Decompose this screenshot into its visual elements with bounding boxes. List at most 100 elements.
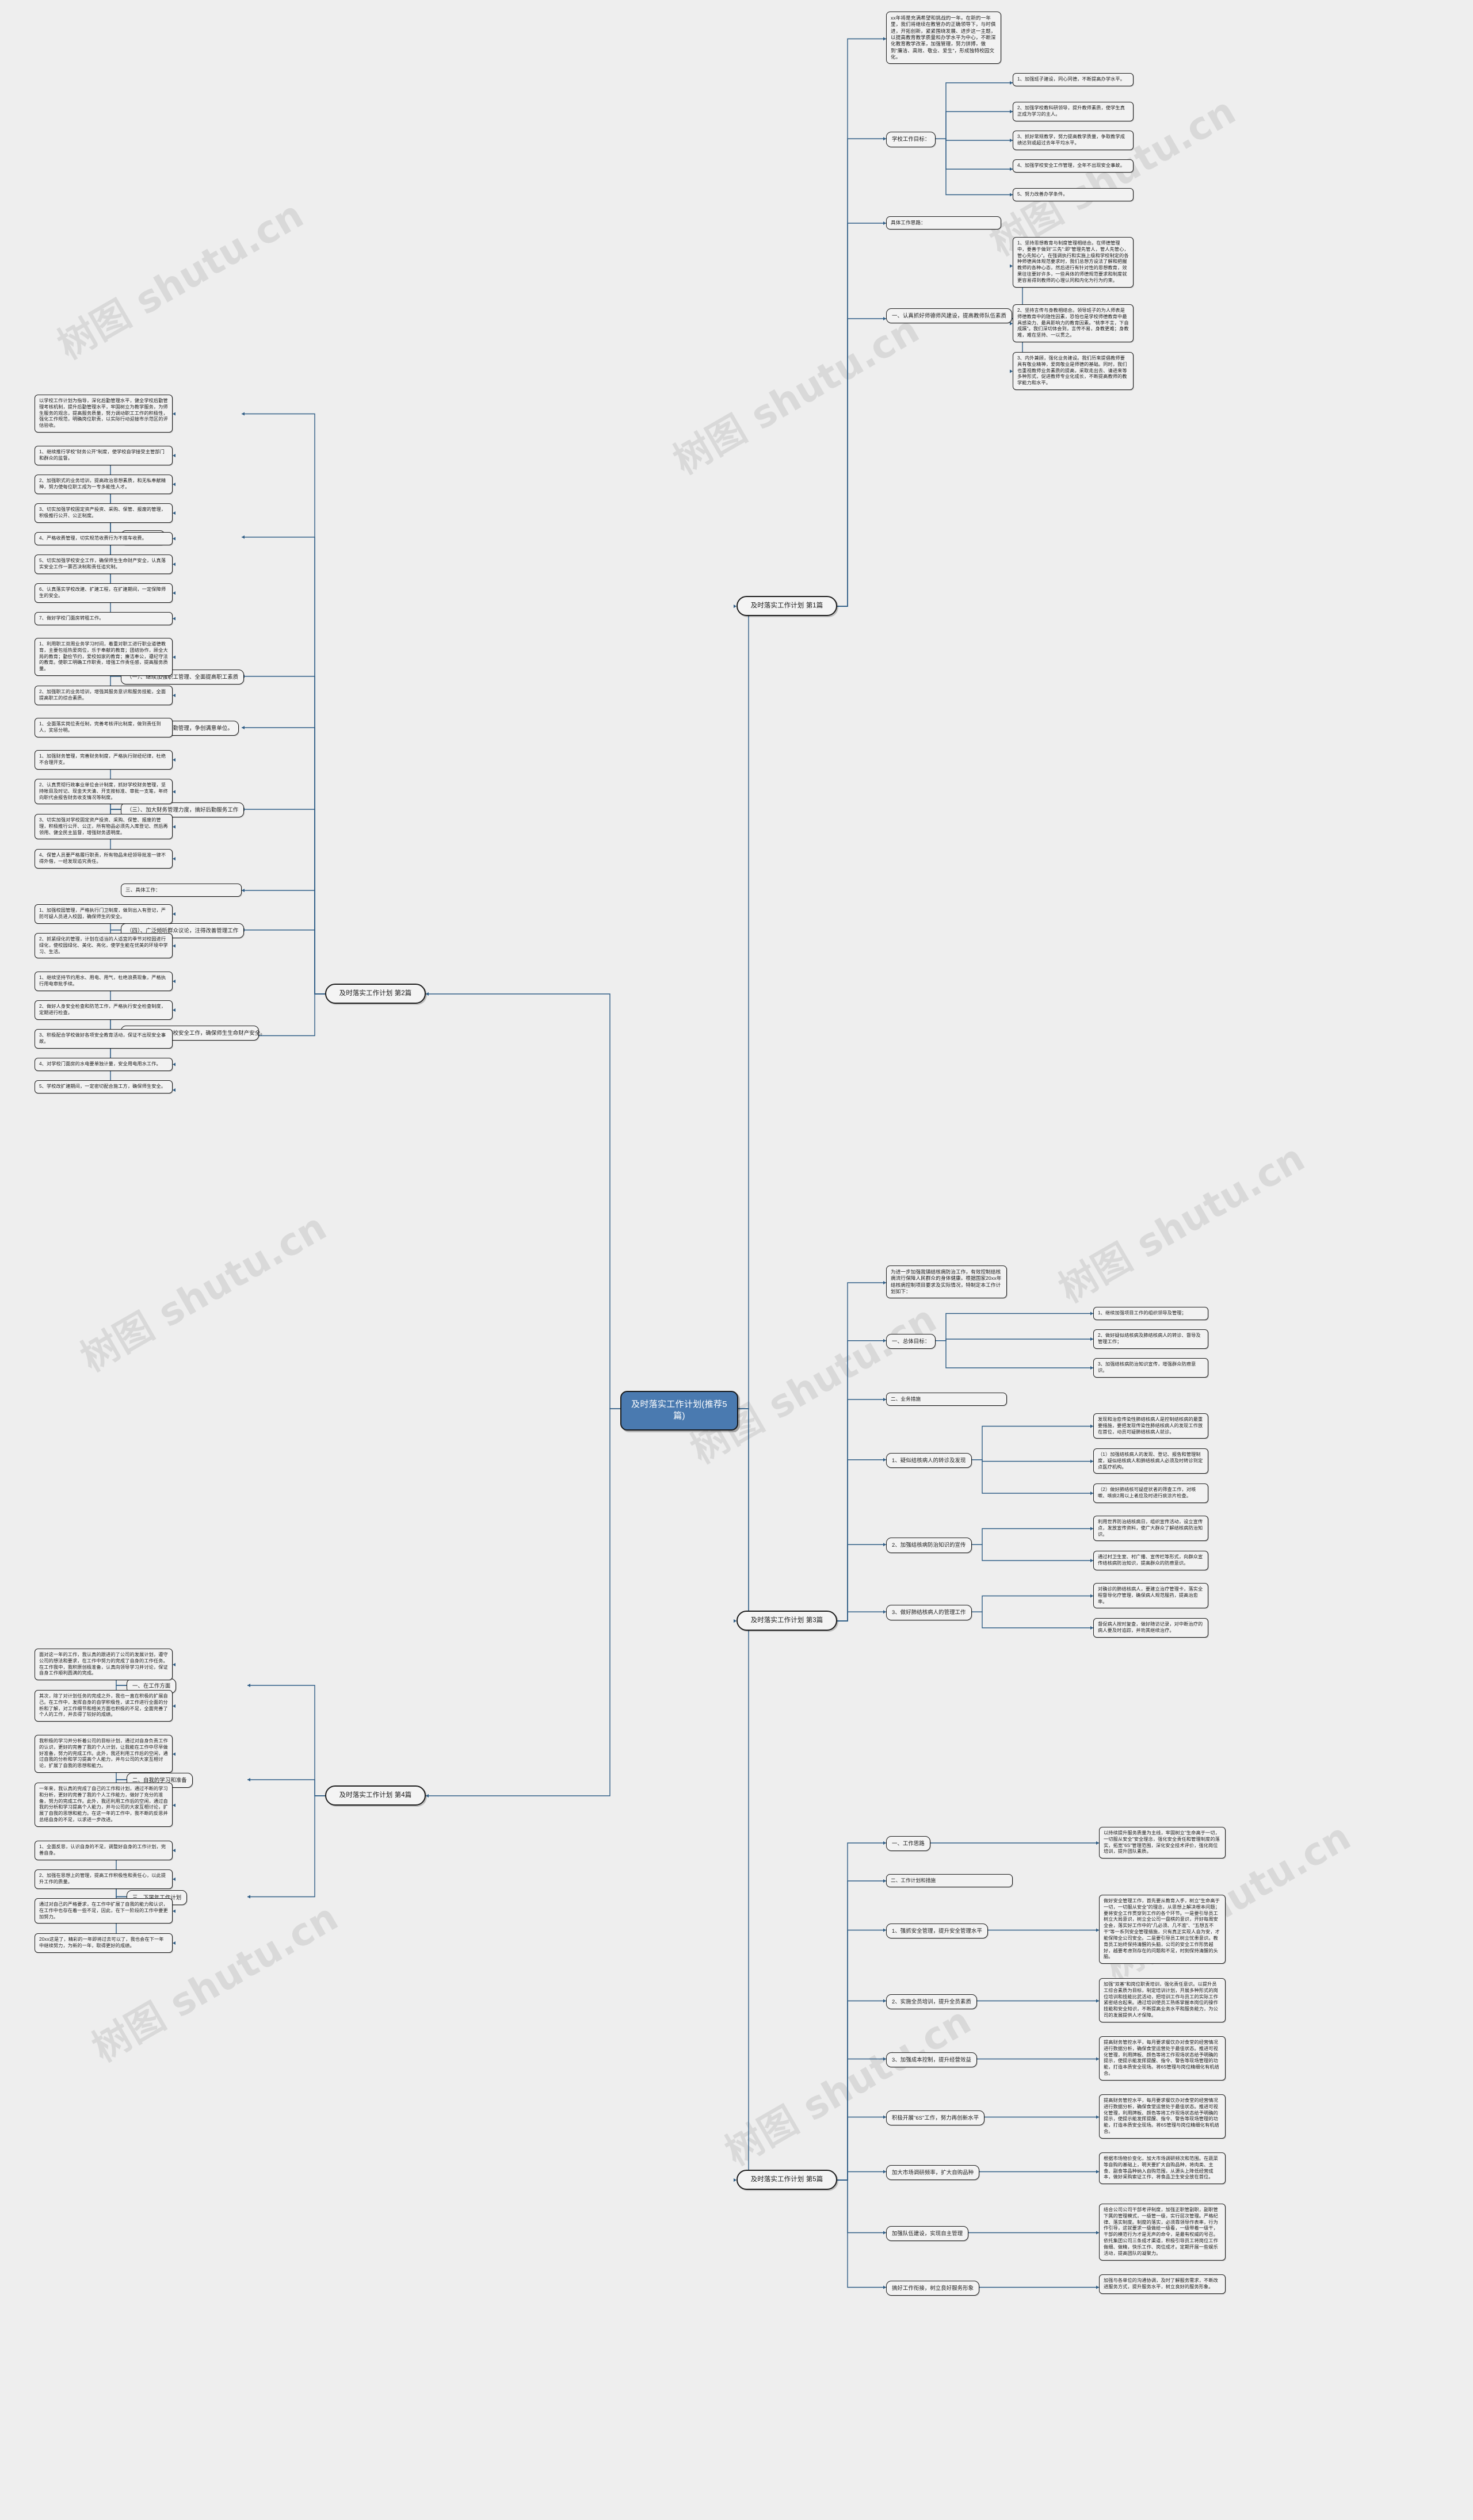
node-p5-4-0[interactable]: 提高财务管控水平，每月要求餐饮办对食堂的经营情况进行数据分析，确保食堂运营处于最… [1099,2036,1226,2081]
node-p2-2-1[interactable]: 2、加强职工的业务培训，增强其服务意识和服务技能，全面提高职工的综合素质。 [35,686,173,705]
node-p1-0-label: xx年将是充满希望和挑战的一年。在新的一年里，我们将继续在教管办的正确领导下，与… [891,15,996,60]
node-p2-6-label: （四）、广泛倾听群众议论，注得改善管理工作 [127,927,239,934]
node-p2-6-0[interactable]: 1、加强校园管理，严格执行门卫制度，做到出入有登记，严防可疑人员进入校园，确保师… [35,904,173,924]
node-p4-2-2[interactable]: 通过对自己的严格要求，在工作中扩展了自我的能力和认识，在工作中也存在着一些不足，… [35,1898,173,1924]
node-p4-0-0[interactable]: 面对这一年的工作，我认真的跟进的了公司的发展计划，遵守公司的想法和要求，在工作中… [35,1649,173,1681]
node-p5-6[interactable]: 加大市场调研频率，扩大自购品种 [886,2165,980,2180]
node-p4-0-1[interactable]: 其次，除了对计划任务的完成之外，我也一直在积极的扩展自己。在工作中，发挥自身的自… [35,1690,173,1722]
node-p2-4-1[interactable]: 2、认真贯彻行政事业单位会计制度，抓好学校财务管理，坚持帐目及时记、现金天天清、… [35,779,173,805]
node-p3-5-0[interactable]: 对确诊的肺结核病人，要建立治疗管理卡，落实全程督导化疗管理，确保病人规范服药，提… [1093,1583,1208,1609]
node-p2-0-0[interactable]: 以学校工作计划为指导，深化后勤管理水平，健全学校后勤管理考核机制，提升后勤管理水… [35,395,173,433]
node-p2-1-1[interactable]: 2、加强职式的业务培训，提高政治思想素质，和无私奉献精神，努力使每位职工成为一专… [35,475,173,494]
node-p5-4[interactable]: 3、加强成本控制，提升经营效益 [886,2052,977,2067]
node-p2-7-1[interactable]: 2、做好人身安全检查和防范工作，严格执行安全检查制度，定期进行检查。 [35,1000,173,1020]
node-p5-8-label: 搞好工作衔接，树立良好服务形象 [892,2284,974,2291]
node-p2-1-3[interactable]: 4、严格收费管理，切实规范收费行为不搭车收费。 [35,532,173,545]
node-p4-2-3-label: 20xx这是了，精彩的一年即将过去可以了，我也会在下一年中继续努力，为新的一年，… [39,1937,164,1948]
node-p3-1-2[interactable]: 3、加强结核病防治知识宣传，增强群众防痨意识。 [1093,1358,1208,1378]
node-p5-5[interactable]: 积极开展"6S"工作，努力再创新水平 [886,2110,985,2125]
node-p5-2-0[interactable]: 做好安全管理工作，首先要从教育入手，树立"生命高于一切，一切服从安全"的理念，从… [1099,1895,1226,1964]
node-p3-3-1[interactable]: （1）加强结核病人的发现、登记、报告和管理制度，疑似结核病人和肺结核病人必须及时… [1093,1448,1208,1474]
node-p5-7[interactable]: 加强队伍建设，实现自主管理 [886,2225,969,2241]
node-p5-8[interactable]: 搞好工作衔接，树立良好服务形象 [886,2280,980,2296]
node-p3-3-0[interactable]: 发现和治愈传染性肺结核病人是控制结核病的最重要措施，要把发现传染性肺结核病人的发… [1093,1413,1208,1439]
node-p1-3-2[interactable]: 3、内外兼顾，强化业务建设。我们历来提倡教师要具有敬业精神，爱岗敬业是师德的基础… [1013,352,1134,391]
node-p5-2[interactable]: 1、强抓安全管理，提升安全管理水平 [886,1923,988,1938]
node-p2-7-3-label: 4、对学校门面房的水电要单独计量，安全用电用水工作。 [39,1061,161,1066]
node-p2-2-0[interactable]: 1、利用职工双周业务学习时间，着重对职工进行职业道德教育，主要包括热爱岗位，乐于… [35,638,173,676]
node-p2-3-0[interactable]: 1、全面落实岗位责任制，完善考核评比制度，做到责任到人，奖惩分明。 [35,718,173,737]
node-p1-1-3[interactable]: 4、加强学校安全工作管理，全年不出现安全事故。 [1013,159,1134,173]
node-p1-3-0[interactable]: 1、坚持思想教育与制度管理相结合。在师德管理中，要善于做到"三先":即"管理先管… [1013,237,1134,288]
node-p2-4-0[interactable]: 1、加强财务管理，完善财务制度，严格执行财经纪律，杜绝不合理开支。 [35,750,173,770]
node-p5-0[interactable]: 一、工作思路 [886,1836,930,1852]
node-p1-1-1[interactable]: 2、加强学校教科研领导，提升教师素质，使学生真正成为学习的主人。 [1013,102,1134,121]
node-p2-7-3[interactable]: 4、对学校门面房的水电要单独计量，安全用电用水工作。 [35,1058,173,1071]
node-p3-4-1[interactable]: 通过村卫生室、村广播、宣传栏等形式，向群众宣传结核病防治知识，提高群众的防痨意识… [1093,1551,1208,1570]
node-p1-3-1-label: 2、坚持言传与身教相结合。领导班子的为人师表是师德教育中的隐性因素，恐怕也是学校… [1017,308,1129,338]
node-p5-1[interactable]: 二、工作计划和措施 [886,1874,1013,1888]
node-p5-6-0[interactable]: 根据市场物价变化，加大市场调研频次和范围。在蔬菜等自购的基础上，明天要扩大自购品… [1099,2152,1226,2185]
node-p5-5-0-label: 提高财务管控水平，每月要求餐饮办对食堂的经营情况进行数据分析，确保食堂运营处于最… [1104,2098,1219,2135]
root-node[interactable]: 及时落实工作计划(推荐5篇) [620,1391,738,1431]
node-p2-7-4[interactable]: 5、学校改扩建期间，一定密切配合施工方，确保师生安全。 [35,1080,173,1093]
node-p4-2-1[interactable]: 2、加强在思想上的管理，提高工作积极性和责任心，以此提升工作的质量。 [35,1869,173,1889]
node-p5-0-0[interactable]: 以持续提升服务质量为主线，牢固树立"生命高于一切，一切服从安全"安全理念，强化安… [1099,1827,1226,1859]
node-p2-1-0[interactable]: 1、继续推行学校"财务公开"制度，使学校自学接受主管部门和群众的监督。 [35,446,173,465]
node-p5-5-0[interactable]: 提高财务管控水平，每月要求餐饮办对食堂的经营情况进行数据分析，确保食堂运营处于最… [1099,2094,1226,2139]
node-p5-8-0[interactable]: 加强与各单位的沟通协调，及时了解服务需求，不断改进服务方式，提升服务水平，树立良… [1099,2274,1226,2294]
branch-node-p4[interactable]: 及时落实工作计划 第4篇 [325,1785,426,1806]
node-p1-3-0-label: 1、坚持思想教育与制度管理相结合。在师德管理中，要善于做到"三先":即"管理先管… [1017,240,1129,283]
node-p2-1-6[interactable]: 7、做好学校门面房转租工作。 [35,612,173,625]
node-p2-6[interactable]: （四）、广泛倾听群众议论，注得改善管理工作 [121,923,245,939]
node-p5-3[interactable]: 2、实施全员培训，提升全员素质 [886,1994,977,2009]
node-p2-7-0[interactable]: 1、继续坚持节约用水、用电、用气，杜绝浪费现象，严格执行用电审批手续。 [35,972,173,991]
node-p3-2[interactable]: 二、业务措施 [886,1393,1007,1406]
node-p3-1-2-label: 3、加强结核病防治知识宣传，增强群众防痨意识。 [1098,1362,1196,1373]
node-p2-1-5[interactable]: 6、认真落实学校改建、扩建工程，在扩建期间，一定保障师生的安全。 [35,583,173,603]
node-p5-7-0[interactable]: 结合公司公司干部考评制度，加强正职管副职，副职管下属的管理模式，一级管一级，实行… [1099,2204,1226,2261]
node-p3-1-0[interactable]: 1、继续加强项目工作的组织领导及管理； [1093,1307,1208,1320]
node-p1-1-0[interactable]: 1、加强班子建设，同心同德，不断提高办学水平。 [1013,73,1134,86]
node-p3-3-2[interactable]: （2）做好肺结核可疑症状者的筛查工作，对咳嗽、咳痰2周以上者应及时进行痰涂片检查… [1093,1483,1208,1503]
node-p1-1[interactable]: 学校工作目标： [886,132,936,147]
node-p4-2-0[interactable]: 1、全面反思，认识自身的不足，调整好自身的工作计划，完善自身。 [35,1841,173,1860]
branch-node-p3[interactable]: 及时落实工作计划 第3篇 [736,1611,837,1631]
node-p2-5[interactable]: 三、具体工作： [121,884,242,897]
node-p4-1-1[interactable]: 一年来，我认真的完成了自己的工作和计划，通过不断的学习和分析，更好的完善了我的个… [35,1783,173,1827]
node-p2-4-3[interactable]: 4、保管人员要严格履行职责，所有物品未经领导批准一律不得外借，一经发现追究责任。 [35,849,173,869]
node-p2-1-4[interactable]: 5、切实加强学校安全工作，确保师生生命财产安全，认真落实安全工作一票否决制和责任… [35,555,173,574]
branch-node-p5[interactable]: 及时落实工作计划 第5篇 [736,2170,837,2190]
node-p3-3[interactable]: 1、疑似结核病人的转诊及发现 [886,1452,972,1469]
node-p1-1-2[interactable]: 3、抓好常规教学，努力提高教学质量，争取教学成绩达到或超过去年平均水平。 [1013,131,1134,150]
node-p3-5[interactable]: 3、做好肺结核病人的管理工作 [886,1605,972,1620]
node-p5-0-label: 一、工作思路 [892,1840,925,1846]
branch-node-p2[interactable]: 及时落实工作计划 第2篇 [325,984,426,1004]
node-p2-7-2[interactable]: 3、积极配合学校做好各项安全教育活动，保证不出现安全事故。 [35,1029,173,1049]
node-p1-2[interactable]: 具体工作思路： [886,216,1001,230]
node-p1-3[interactable]: 一、认真抓好师德师风建设，提高教师队伍素质 [886,308,1012,324]
node-p2-6-1[interactable]: 2、抓紧绿化的管理，计划在适当的人适宜的季节对校园进行绿化，使校园绿化、美化、亮… [35,933,173,959]
node-p3-4[interactable]: 2、加强结核病防治知识的宣传 [886,1538,972,1553]
node-p3-0[interactable]: 为进一步加强我镇结核病防治工作，有效控制结核病流行保障人民群众的身体健康。根据国… [886,1265,1007,1299]
node-p5-1-label: 二、工作计划和措施 [891,1877,936,1883]
node-p3-4-0[interactable]: 利用世界防治结核病日，组织宣传活动，设立宣传点，发放宣传资料，使广大群众了解结核… [1093,1516,1208,1542]
node-p1-0[interactable]: xx年将是充满希望和挑战的一年。在新的一年里，我们将继续在教管办的正确领导下，与… [886,12,1001,64]
node-p2-1-4-label: 5、切实加强学校安全工作，确保师生生命财产安全，认真落实安全工作一票否决制和责任… [39,558,166,569]
node-p2-1-2[interactable]: 3、切实加强学校固定资产投资、采购、保管、报废的管理，积极推行公开、公正制度。 [35,503,173,523]
branch-node-p1[interactable]: 及时落实工作计划 第1篇 [736,596,837,617]
node-p3-1[interactable]: 一、总体目标： [886,1333,936,1349]
node-p3-3-label: 1、疑似结核病人的转诊及发现 [892,1456,966,1463]
node-p1-1-4[interactable]: 5、努力改善办学条件。 [1013,188,1134,201]
node-p4-2-3[interactable]: 20xx这是了，精彩的一年即将过去可以了，我也会在下一年中继续努力，为新的一年，… [35,1933,173,1953]
node-p4-1-0[interactable]: 我积极的学习并分析着公司的目标计划，通过对自身负责工作的认识，更好的完善了我的个… [35,1735,173,1773]
node-p2-4-2[interactable]: 3、切实加强对学校固定资产投资、采购、保管、报废的管理，积极推行公开、公正，所有… [35,814,173,840]
node-p2-7-4-label: 5、学校改扩建期间，一定密切配合施工方，确保师生安全。 [39,1084,166,1089]
node-p1-3-1[interactable]: 2、坚持言传与身教相结合。领导班子的为人师表是师德教育中的隐性因素，恐怕也是学校… [1013,304,1134,343]
node-p3-1-1[interactable]: 2、做好疑似结核病及肺结核病人的转诊、督导及管理工作； [1093,1329,1208,1349]
node-p2-5-label: 三、具体工作： [125,887,161,893]
node-p3-5-1[interactable]: 督促病人按时复查，做好随访记录，对中断治疗的病人要及时追踪，并劝其继续治疗。 [1093,1618,1208,1638]
node-p2-1-3-label: 4、严格收费管理，切实规范收费行为不搭车收费。 [39,536,147,541]
node-p5-3-0[interactable]: 加强"双基"和岗位职责培训，强化责任意识。以提升员工综合素质为目标，制定培训计划… [1099,1978,1226,2022]
